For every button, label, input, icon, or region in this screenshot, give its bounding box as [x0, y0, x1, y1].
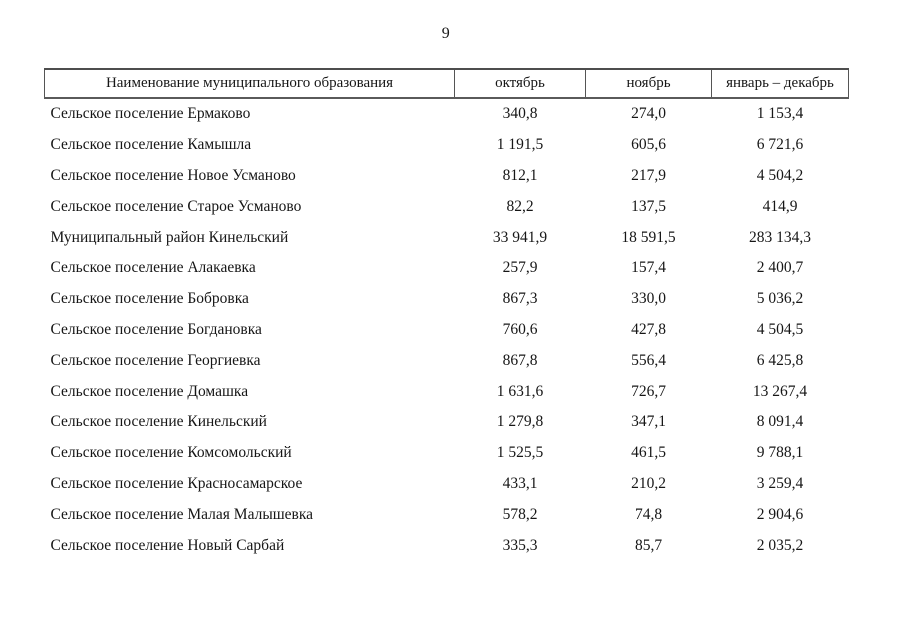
table-row: Сельское поселение Камышла 1 191,5 605,6…	[45, 130, 849, 161]
table-row: Муниципальный район Кинельский 33 941,9 …	[45, 222, 849, 253]
january-december-value-cell: 414,9	[762, 197, 798, 215]
january-december-value-cell: 6 721,6	[756, 136, 804, 154]
january-december-value-cell: 13 267,4	[752, 382, 808, 400]
municipality-name-cell: Сельское поселение Домашка	[50, 382, 249, 400]
october-value-cell: 578,2	[502, 505, 538, 523]
november-value-cell: 74,8	[634, 505, 663, 523]
municipality-name-cell: Сельское поселение Новое Усманово	[50, 166, 296, 184]
october-value-cell: 760,6	[502, 320, 538, 338]
october-value-cell: 867,3	[502, 290, 538, 308]
november-value-cell: 274,0	[631, 105, 666, 123]
october-value-cell: 82,2	[506, 197, 534, 215]
january-december-value-cell: 4 504,2	[756, 166, 804, 184]
november-value-cell: 137,5	[631, 197, 666, 215]
table-row: Сельское поселение Кинельский 1 279,8 34…	[45, 407, 849, 438]
municipality-name-cell: Сельское поселение Старое Усманово	[50, 197, 302, 215]
january-december-value-cell: 2 035,2	[756, 536, 804, 554]
november-value-cell: 347,1	[631, 413, 666, 431]
municipality-name-cell: Сельское поселение Кинельский	[50, 413, 267, 431]
october-value-cell: 1 525,5	[496, 444, 544, 462]
municipality-name-cell: Сельское поселение Новый Сарбай	[50, 536, 285, 554]
municipality-name-cell: Сельское поселение Бобровка	[50, 290, 249, 308]
january-december-value-cell: 1 153,4	[756, 105, 804, 123]
november-value-cell: 556,4	[631, 351, 666, 369]
january-december-value-cell: 6 425,8	[756, 351, 804, 369]
header-november: ноябрь	[585, 68, 712, 99]
october-value-cell: 1 191,5	[496, 136, 544, 154]
header-row: Наименование муниципального образования …	[44, 68, 849, 99]
table-row: Сельское поселение Комсомольский 1 525,5…	[45, 438, 849, 469]
october-value-cell: 812,1	[502, 166, 538, 184]
header-january-december: январь – декабрь	[711, 68, 849, 99]
table-row: Сельское поселение Богдановка 760,6 427,…	[45, 315, 849, 346]
october-value-cell: 257,9	[502, 259, 538, 277]
table-body: Сельское поселение Ермаково 340,8 274,0 …	[45, 98, 849, 561]
january-december-value-cell: 5 036,2	[756, 290, 804, 308]
november-value-cell: 157,4	[631, 259, 666, 277]
november-value-cell: 605,6	[631, 136, 666, 154]
municipality-name-cell: Сельское поселение Георгиевка	[50, 351, 261, 369]
municipality-name-cell: Сельское поселение Малая Малышевка	[50, 505, 314, 523]
january-december-value-cell: 2 400,7	[756, 259, 804, 277]
municipality-name-cell: Сельское поселение Камышла	[50, 136, 252, 154]
municipality-name-cell: Сельское поселение Комсомольский	[50, 444, 292, 462]
october-value-cell: 340,8	[502, 105, 538, 123]
table-row: Сельское поселение Домашка 1 631,6 726,7…	[45, 376, 849, 407]
municipality-name-cell: Сельское поселение Богдановка	[50, 320, 262, 338]
november-value-cell: 726,7	[631, 382, 666, 400]
municipal-data-table: Наименование муниципального образования …	[44, 68, 849, 561]
municipality-name-cell: Муниципальный район Кинельский	[50, 228, 289, 246]
table-row: Сельское поселение Красносамарское 433,1…	[45, 469, 849, 500]
october-value-cell: 433,1	[502, 474, 538, 492]
municipality-name-cell: Сельское поселение Алакаевка	[50, 259, 256, 277]
header-october: октябрь	[454, 68, 586, 99]
january-december-value-cell: 8 091,4	[756, 413, 804, 431]
table-row: Сельское поселение Алакаевка 257,9 157,4…	[45, 253, 849, 284]
november-value-cell: 18 591,5	[621, 228, 676, 246]
table-row: Сельское поселение Малая Малышевка 578,2…	[45, 499, 849, 530]
october-value-cell: 1 279,8	[496, 413, 544, 431]
november-value-cell: 461,5	[631, 444, 666, 462]
table-row: Сельское поселение Бобровка 867,3 330,0 …	[45, 284, 849, 315]
page-number: 9	[441, 25, 451, 42]
header-municipality-name: Наименование муниципального образования	[44, 68, 455, 99]
january-december-value-cell: 283 134,3	[749, 228, 811, 246]
november-value-cell: 85,7	[634, 536, 663, 554]
table-row: Сельское поселение Новое Усманово 812,1 …	[45, 161, 849, 192]
november-value-cell: 217,9	[631, 166, 666, 184]
table-row: Сельское поселение Ермаково 340,8 274,0 …	[45, 98, 849, 130]
november-value-cell: 427,8	[631, 320, 666, 338]
january-december-value-cell: 4 504,5	[756, 320, 804, 338]
november-value-cell: 330,0	[631, 290, 666, 308]
table-row: Сельское поселение Новый Сарбай 335,3 85…	[45, 530, 849, 561]
october-value-cell: 33 941,9	[492, 228, 548, 246]
january-december-value-cell: 2 904,6	[756, 505, 804, 523]
january-december-value-cell: 9 788,1	[756, 444, 804, 462]
november-value-cell: 210,2	[631, 474, 666, 492]
table-header: Наименование муниципального образования …	[44, 68, 849, 99]
october-value-cell: 1 631,6	[496, 382, 544, 400]
january-december-value-cell: 3 259,4	[756, 474, 804, 492]
table-row: Сельское поселение Георгиевка 867,8 556,…	[45, 345, 849, 376]
october-value-cell: 335,3	[502, 536, 538, 554]
municipality-name-cell: Сельское поселение Ермаково	[50, 105, 251, 123]
table-row: Сельское поселение Старое Усманово 82,2 …	[45, 191, 849, 222]
municipality-name-cell: Сельское поселение Красносамарское	[50, 474, 303, 492]
october-value-cell: 867,8	[502, 351, 538, 369]
